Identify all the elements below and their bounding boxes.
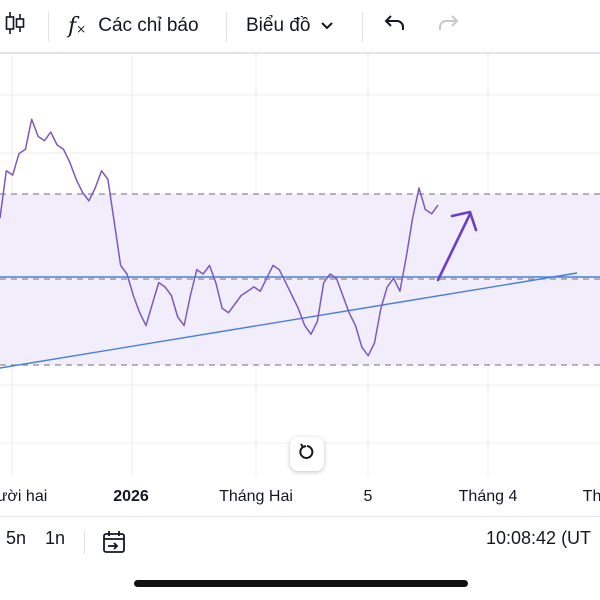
projection-arrow[interactable] bbox=[436, 210, 478, 282]
chart-toolbar: f× Các chỉ báo Biểu đồ bbox=[0, 0, 600, 52]
clock-timezone[interactable]: 10:08:42 (UT bbox=[486, 528, 592, 548]
reset-icon bbox=[298, 442, 316, 466]
calendar-goto-icon bbox=[100, 531, 128, 560]
indicators-label: Các chỉ báo bbox=[98, 15, 199, 36]
reset-chart-button[interactable] bbox=[290, 437, 324, 471]
undo-icon bbox=[383, 13, 407, 39]
undo-button[interactable] bbox=[383, 0, 407, 52]
chevron-down-icon bbox=[320, 15, 334, 37]
chart-type-label: Biểu đồ bbox=[246, 15, 311, 36]
toolbar-divider bbox=[362, 12, 363, 42]
chart-type-dropdown[interactable]: Biểu đồ bbox=[246, 0, 334, 52]
interval-1n-button[interactable]: 1n bbox=[45, 528, 66, 548]
toolbar-border bbox=[0, 52, 600, 54]
redo-button[interactable] bbox=[436, 0, 460, 52]
toolbar-divider bbox=[226, 12, 227, 42]
time-axis-label: 5 bbox=[363, 488, 373, 505]
time-axis-label: 2026 bbox=[113, 488, 149, 505]
time-axis-label: Tháng Hai bbox=[219, 488, 293, 505]
chart-style-button[interactable] bbox=[4, 0, 26, 52]
indicators-button[interactable]: f× Các chỉ báo bbox=[68, 0, 199, 52]
arrow-shaft bbox=[436, 212, 472, 282]
time-axis-label: Th bbox=[582, 488, 600, 505]
trend-line[interactable] bbox=[0, 272, 578, 369]
candlestick-icon bbox=[4, 10, 26, 42]
interval-5n-button[interactable]: 5n bbox=[6, 528, 27, 548]
chart-pane[interactable] bbox=[0, 54, 600, 514]
redo-icon bbox=[436, 13, 460, 39]
price-chart[interactable] bbox=[0, 54, 600, 514]
time-axis-label: Tháng 4 bbox=[458, 488, 518, 505]
price-line-series[interactable] bbox=[0, 118, 439, 357]
arrow-head bbox=[450, 210, 478, 232]
bottom-divider bbox=[84, 530, 85, 554]
goto-date-button[interactable] bbox=[100, 528, 128, 561]
home-indicator bbox=[134, 580, 468, 587]
bottom-bar-border bbox=[0, 516, 600, 517]
function-icon: f× bbox=[68, 13, 87, 39]
time-axis-label: ười hai bbox=[0, 488, 48, 505]
toolbar-divider bbox=[48, 12, 49, 42]
